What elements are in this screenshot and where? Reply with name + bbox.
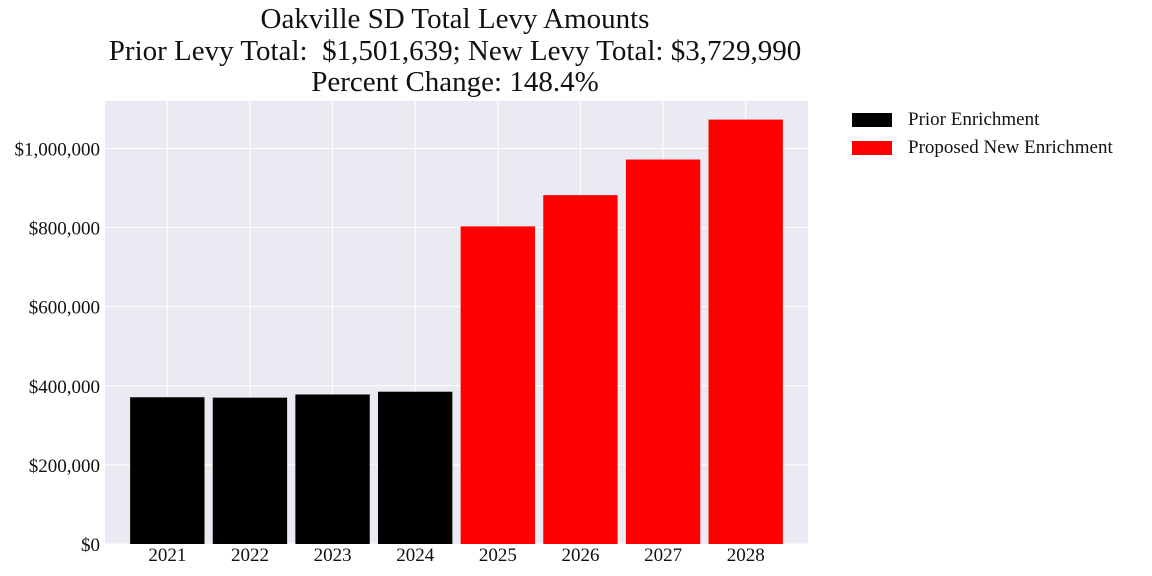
legend: Prior Enrichment Proposed New Enrichment [852,106,1113,162]
legend-swatch-prior [852,113,892,127]
x-tick-label: 2027 [644,545,682,566]
x-tick-label: 2024 [396,545,435,566]
y-tick-label: $200,000 [29,456,100,477]
bar-2026 [543,195,618,544]
bar-2024 [378,391,453,544]
bars [130,119,783,544]
legend-item-proposed: Proposed New Enrichment [852,134,1113,162]
legend-swatch-proposed [852,141,892,155]
chart-subtitle-line-1: Prior Levy Total: $1,501,639; New Levy T… [108,34,802,67]
x-tick-label: 2025 [479,545,517,566]
x-axis-ticks: 2021 2022 2023 2024 2025 2026 2027 2028 [148,545,764,566]
y-axis-ticks: $0 $200,000 $400,000 $600,000 $800,000 $1,000… [15,139,101,556]
x-tick-label: 2021 [148,545,186,566]
chart-title: Oakville SD Total Levy Amounts [260,3,650,35]
bar-2027 [625,159,701,544]
y-tick-label: $1,000,000 [15,139,101,160]
chart-title-block: Oakville SD Total Levy Amounts Prior Lev… [55,3,855,99]
x-tick-label: 2028 [727,545,765,566]
y-tick-label: $400,000 [29,377,100,398]
y-tick-label: $600,000 [29,298,100,319]
bar-2022 [212,397,288,544]
bar-2021 [130,397,205,544]
y-tick-label: $0 [81,535,100,556]
bar-2028 [708,119,783,544]
bar-2025 [460,226,535,544]
plot-area [105,101,808,544]
chart-subtitle-line-2: Percent Change: 148.4% [311,66,599,98]
legend-label-proposed: Proposed New Enrichment [908,137,1113,158]
x-tick-label: 2023 [314,545,352,566]
x-tick-label: 2026 [561,545,599,566]
bar-2023 [295,394,370,544]
legend-item-prior: Prior Enrichment [852,106,1113,134]
x-tick-label: 2022 [231,545,269,566]
legend-label-prior: Prior Enrichment [908,109,1040,130]
y-tick-label: $800,000 [29,219,100,240]
